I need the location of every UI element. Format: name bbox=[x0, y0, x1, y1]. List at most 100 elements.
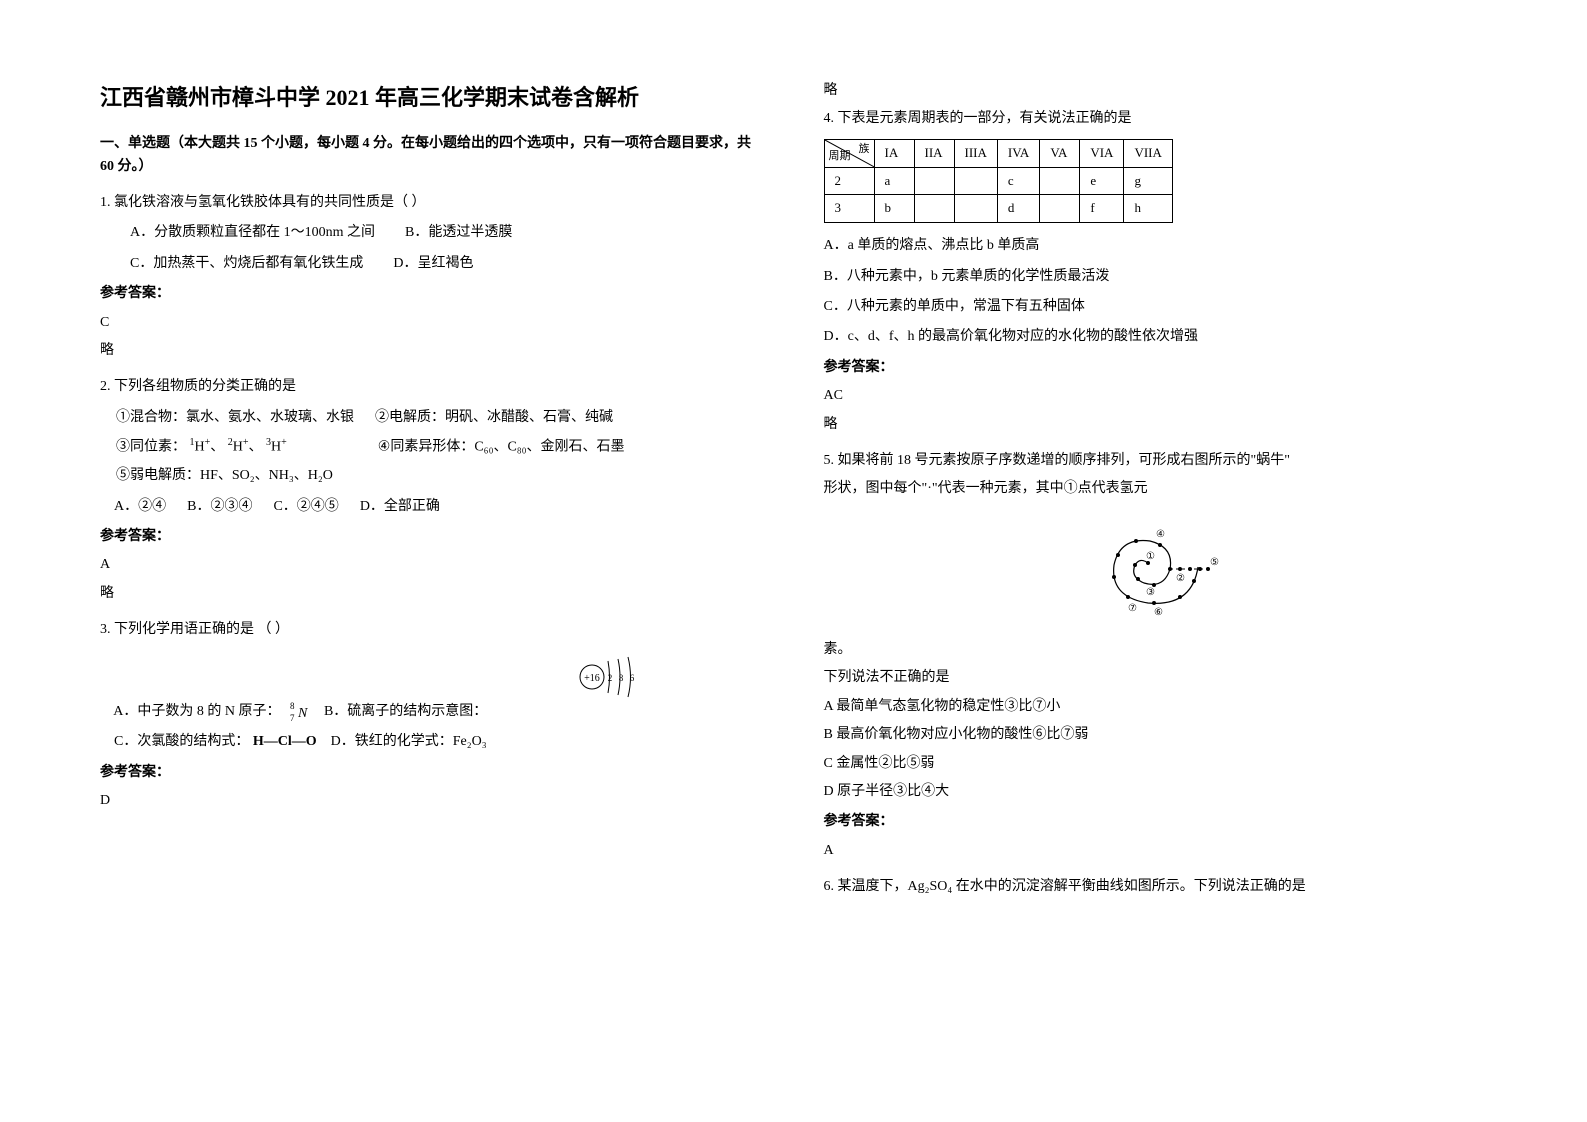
pt-r3-c2 bbox=[914, 195, 954, 223]
doc-title: 江西省赣州市樟斗中学 2021 年高三化学期末试卷含解析 bbox=[100, 80, 764, 115]
section-intro: 一、单选题（本大题共 15 个小题，每小题 4 分。在每小题给出的四个选项中，只… bbox=[100, 133, 764, 178]
pt-row-2: 2 a c e g bbox=[824, 167, 1172, 195]
q6-text: 6. 某温度下，Ag₂SO₄ 在水中的沉淀溶解平衡曲线如图所示。下列说法正确的是 bbox=[824, 876, 1488, 898]
q1-text: 1. 氯化铁溶液与氢氧化铁胶体具有的共同性质是（ ） bbox=[100, 192, 764, 214]
pt-r3-c4: d bbox=[997, 195, 1039, 223]
q5-text2-tail: 素。 bbox=[824, 639, 1488, 661]
q4-answer-label: 参考答案： bbox=[824, 357, 1488, 379]
pt-r3-c7: h bbox=[1124, 195, 1172, 223]
right-column: 略 4. 下表是元素周期表的一部分，有关说法正确的是 族 周期 IA IIA I… bbox=[824, 80, 1488, 913]
pt-r2-c7: g bbox=[1124, 167, 1172, 195]
pt-col-6: VIA bbox=[1080, 139, 1124, 167]
q2-item3-pre: ③同位素： bbox=[116, 440, 186, 455]
pt-zq: 周期 bbox=[829, 148, 851, 166]
question-1: 1. 氯化铁溶液与氢氧化铁胶体具有的共同性质是（ ） A．分散质颗粒直径都在 1… bbox=[100, 192, 764, 362]
q2-item-row1: ①混合物：氯水、氨水、水玻璃、水银 ②电解质：明矾、冰醋酸、石膏、纯碱 bbox=[116, 407, 764, 429]
q2-item4: ④同素异形体：C₆₀、C₈₀、金刚石、石墨 bbox=[378, 440, 625, 455]
q3-answer-label: 参考答案： bbox=[100, 762, 764, 784]
q1-opt-b: B．能透过半透膜 bbox=[405, 222, 512, 244]
s-shell-1: 2 bbox=[607, 673, 612, 683]
q2-h2-sym: H bbox=[233, 440, 243, 455]
pt-col-3: IIIA bbox=[954, 139, 997, 167]
q3-opt-b-pre: B．硫离子的结构示意图： bbox=[324, 705, 487, 720]
q3-opt-c-pre: C．次氯酸的结构式： bbox=[114, 734, 249, 749]
pt-col-7: VIIA bbox=[1124, 139, 1172, 167]
snail-diagram-icon: ① ② ③ ④ ⑤ ⑥ ⑦ bbox=[1080, 511, 1230, 621]
q2-item-row2: ③同位素： 1H+、 2H+、 3H+ ④同素异形体：C₆₀、C₈₀、金刚石、石… bbox=[116, 435, 764, 459]
q1-opt-d: D．呈红褐色 bbox=[393, 253, 473, 275]
s-center: +16 bbox=[584, 673, 600, 684]
q1-opt-a: A．分散质颗粒直径都在 1～100nm 之间 bbox=[130, 222, 375, 244]
q1-options-row-2: C．加热蒸干、灼烧后都有氧化铁生成 D．呈红褐色 bbox=[130, 253, 764, 275]
pt-r2-c6: e bbox=[1080, 167, 1124, 195]
snail-label-7: ⑦ bbox=[1128, 603, 1137, 614]
q3-opt-d: D．铁红的化学式：Fe₂O₃ bbox=[331, 734, 487, 749]
pt-zu: 族 bbox=[859, 141, 870, 159]
q2-h2-plus: + bbox=[243, 437, 249, 448]
q2-opt-c: C．②④⑤ bbox=[273, 496, 338, 518]
q2-text: 2. 下列各组物质的分类正确的是 bbox=[100, 376, 764, 398]
left-column: 江西省赣州市樟斗中学 2021 年高三化学期末试卷含解析 一、单选题（本大题共 … bbox=[100, 80, 764, 913]
pt-r3-c3 bbox=[954, 195, 997, 223]
q1-options-row-1: A．分散质颗粒直径都在 1～100nm 之间 B．能透过半透膜 bbox=[130, 222, 764, 244]
q2-item2: ②电解质：明矾、冰醋酸、石膏、纯碱 bbox=[375, 410, 613, 425]
q3-sulfur-diagram-wrap: +16 2 8 6 bbox=[100, 649, 764, 699]
q5-answer-label: 参考答案： bbox=[824, 811, 1488, 833]
q1-note: 略 bbox=[100, 340, 764, 362]
pt-r2-c4: c bbox=[997, 167, 1039, 195]
pt-row-3: 3 b d f h bbox=[824, 195, 1172, 223]
pt-col-2: IIA bbox=[914, 139, 954, 167]
pt-col-4: IVA bbox=[997, 139, 1039, 167]
q2-answer: A bbox=[100, 554, 764, 576]
q2-item5: ⑤弱电解质：HF、SO₂、NH₃、H₂O bbox=[116, 465, 764, 487]
s-shell-3: 6 bbox=[629, 673, 634, 683]
pt-diag-header: 族 周期 bbox=[824, 139, 874, 167]
snail-label-6: ⑥ bbox=[1154, 607, 1163, 618]
q5-stmt-b: B 最高价氧化物对应小化物的酸性⑥比⑦弱 bbox=[824, 724, 1488, 746]
pt-col-1: IA bbox=[874, 139, 914, 167]
q3-note: 略 bbox=[824, 80, 1488, 102]
q4-stmt-c: C．八种元素的单质中，常温下有五种固体 bbox=[824, 296, 1488, 318]
q1-answer: C bbox=[100, 312, 764, 334]
q2-note: 略 bbox=[100, 583, 764, 605]
pt-r2-c5 bbox=[1040, 167, 1080, 195]
pt-header-row: 族 周期 IA IIA IIIA IVA VA VIA VIIA bbox=[824, 139, 1172, 167]
pt-r3-label: 3 bbox=[824, 195, 874, 223]
s-shell-2: 8 bbox=[618, 673, 623, 683]
question-4: 4. 下表是元素周期表的一部分，有关说法正确的是 族 周期 IA IIA III… bbox=[824, 108, 1488, 436]
pt-col-5: VA bbox=[1040, 139, 1080, 167]
q2-item1: ①混合物：氯水、氨水、水玻璃、水银 bbox=[116, 410, 354, 425]
nitrogen-isotope-icon: 8 7 N bbox=[284, 699, 310, 725]
q3-text: 3. 下列化学用语正确的是 （ ） bbox=[100, 619, 764, 641]
snail-label-1: ① bbox=[1146, 551, 1155, 562]
pt-r3-c6: f bbox=[1080, 195, 1124, 223]
question-5: 5. 如果将前 18 号元素按原子序数递增的顺序排列，可形成右图所示的"蜗牛" … bbox=[824, 450, 1488, 862]
q3-opt-c-struct: H—Cl—O bbox=[253, 734, 317, 749]
snail-label-2: ② bbox=[1176, 573, 1185, 584]
q4-stmt-a: A．a 单质的熔点、沸点比 b 单质高 bbox=[824, 235, 1488, 257]
q4-text: 4. 下表是元素周期表的一部分，有关说法正确的是 bbox=[824, 108, 1488, 130]
snail-label-4: ④ bbox=[1156, 529, 1165, 540]
pt-r3-c5 bbox=[1040, 195, 1080, 223]
question-2: 2. 下列各组物质的分类正确的是 ①混合物：氯水、氨水、水玻璃、水银 ②电解质：… bbox=[100, 376, 764, 605]
question-6: 6. 某温度下，Ag₂SO₄ 在水中的沉淀溶解平衡曲线如图所示。下列说法正确的是 bbox=[824, 876, 1488, 898]
pt-r2-label: 2 bbox=[824, 167, 874, 195]
question-3: 3. 下列化学用语正确的是 （ ） +16 2 8 6 A．中子数为 8 的 bbox=[100, 619, 764, 813]
q5-answer: A bbox=[824, 840, 1488, 862]
sulfur-ion-diagram-icon: +16 2 8 6 bbox=[574, 649, 644, 699]
q3-row-cd: C．次氯酸的结构式： H—Cl—O D．铁红的化学式：Fe₂O₃ bbox=[100, 731, 764, 753]
pt-r2-c3 bbox=[954, 167, 997, 195]
q2-h1-plus: + bbox=[205, 437, 211, 448]
q4-answer: AC bbox=[824, 385, 1488, 407]
q5-stmt-d: D 原子半径③比④大 bbox=[824, 781, 1488, 803]
q3-answer: D bbox=[100, 790, 764, 812]
q2-opt-b: B．②③④ bbox=[187, 496, 252, 518]
n-bottom: 7 bbox=[290, 713, 295, 723]
snail-figure: ① ② ③ ④ ⑤ ⑥ ⑦ bbox=[824, 511, 1488, 629]
q2-opt-d: D．全部正确 bbox=[360, 496, 440, 518]
q2-answer-label: 参考答案： bbox=[100, 526, 764, 548]
q1-answer-label: 参考答案： bbox=[100, 283, 764, 305]
q5-stmt-a: A 最简单气态氢化物的稳定性③比⑦小 bbox=[824, 696, 1488, 718]
q3-opt-a-pre: A．中子数为 8 的 N 原子： bbox=[113, 705, 280, 720]
q3-row-ab: A．中子数为 8 的 N 原子： 8 7 N B．硫离子的结构示意图： bbox=[100, 699, 764, 725]
